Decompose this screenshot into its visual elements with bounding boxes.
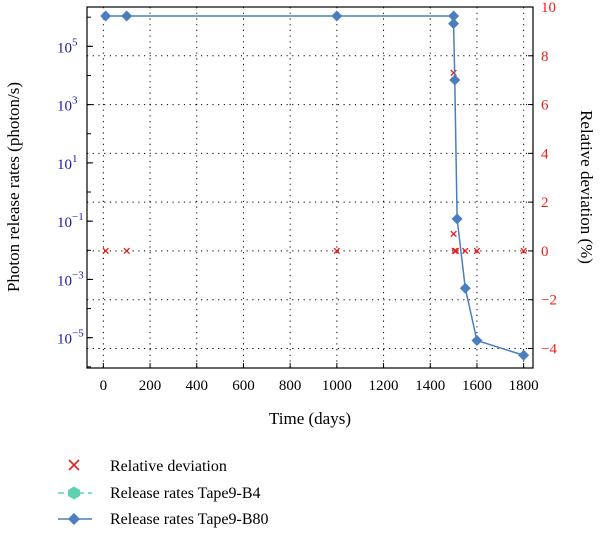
tape9-b80-point	[448, 10, 460, 22]
x-tick-label: 1600	[462, 378, 492, 394]
y-left-tick-label: 103	[57, 95, 78, 115]
tape9-b80-point	[518, 349, 530, 361]
series-line-tape9-b80	[105, 15, 524, 356]
x-tick-label: 1200	[369, 378, 399, 394]
x-tick-label: 1000	[322, 378, 352, 394]
relative-deviation-point	[451, 247, 459, 255]
y-right-tick-label: 6	[541, 98, 549, 114]
y-axis-right-label: Relative deviation (%)	[577, 110, 596, 264]
tape9-b80-point	[449, 74, 461, 86]
y-right-tick-label: 0	[541, 244, 549, 260]
relative-deviation-point	[450, 230, 457, 238]
relative-deviation-point	[333, 247, 341, 255]
tape9-b80-point	[121, 10, 133, 22]
legend-diamond-marker-icon	[68, 513, 80, 525]
x-axis-label: Time (days)	[269, 409, 351, 428]
y-left-tick-label: 101	[57, 153, 78, 173]
legend: Relative deviation Release rates Tape9-B…	[58, 458, 269, 528]
tape9-b80-point	[451, 213, 463, 225]
relative-deviation-point	[450, 69, 457, 77]
y-right-tick-label: 8	[541, 49, 549, 65]
legend-x-marker-icon	[68, 459, 80, 471]
relative-deviation-point	[123, 247, 130, 255]
x-tick-label: 1400	[415, 378, 445, 394]
relative-deviation-point	[102, 247, 109, 255]
relative-deviation-point	[452, 247, 460, 255]
x-tick-label: 200	[139, 378, 162, 394]
y-left-tick-label: 10−3	[57, 269, 84, 289]
y-axis-left-label: Photon release rates (photon/s)	[4, 82, 23, 292]
relative-deviation-point	[462, 247, 469, 255]
y-right-tick-label: 2	[541, 195, 549, 211]
legend-item-tape9-b80: Release rates Tape9-B80	[58, 511, 269, 528]
legend-hexagon-marker-icon	[68, 486, 80, 500]
axis-ticks: 0 200 400 600 800 1000 1200 1400 1600 1800 −4 −2 0 2 4…	[57, 0, 557, 394]
x-tick-label: 400	[185, 378, 208, 394]
legend-label-tape9-b80: Release rates Tape9-B80	[110, 511, 269, 528]
plot-frame	[86, 6, 534, 369]
relative-deviation-point	[473, 247, 481, 255]
grid-lines	[87, 6, 533, 368]
tape9-b80-point	[471, 335, 483, 347]
x-tick-label: 1800	[509, 378, 539, 394]
y-left-tick-label: 105	[57, 36, 78, 56]
relative-deviation-point	[520, 247, 527, 255]
x-tick-label: 800	[279, 378, 302, 394]
y-right-tick-label: −2	[541, 293, 557, 309]
y-right-tick-label: −4	[541, 341, 557, 357]
tape9-b80-point	[331, 10, 343, 22]
y-left-tick-label: 10−1	[57, 211, 84, 231]
legend-label-tape9-b4: Release rates Tape9-B4	[110, 485, 261, 502]
tape9-b80-point	[100, 10, 112, 22]
legend-label-relative-deviation: Relative deviation	[110, 458, 227, 475]
y-left-tick-label: 10−5	[57, 328, 84, 348]
legend-item-relative-deviation: Relative deviation	[68, 458, 227, 475]
legend-item-tape9-b4: Release rates Tape9-B4	[58, 485, 261, 502]
tape9-b80-point	[459, 282, 471, 294]
series-layer	[100, 10, 530, 361]
x-tick-label: 0	[100, 378, 108, 394]
y-right-tick-label: 10	[541, 0, 556, 16]
y-right-tick-label: 4	[541, 146, 549, 162]
tape9-b80-point	[448, 18, 460, 30]
x-tick-label: 600	[232, 378, 255, 394]
